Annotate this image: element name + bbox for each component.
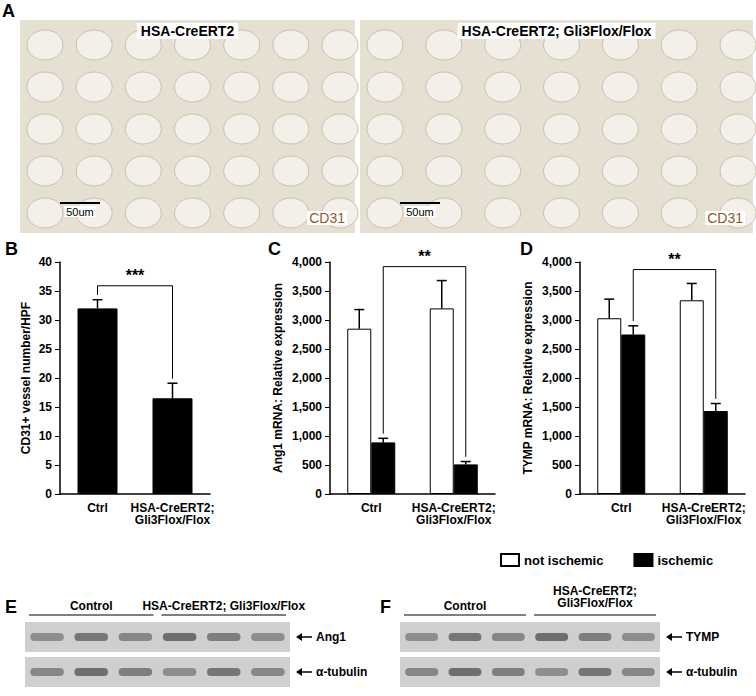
svg-text:B: B [5, 239, 18, 259]
svg-text:Ctrl: Ctrl [87, 501, 108, 515]
svg-text:Control: Control [70, 599, 113, 613]
svg-text:TYMP mRNA: Relative expression: TYMP mRNA: Relative expression [521, 281, 535, 474]
svg-text:15: 15 [39, 400, 53, 414]
svg-text:CD31: CD31 [309, 210, 345, 226]
svg-text:HSA-CreERT2; Gli3Flox/Flox: HSA-CreERT2; Gli3Flox/Flox [142, 599, 305, 613]
svg-text:5: 5 [45, 458, 52, 472]
svg-text:CD31+ vessel number/HPF: CD31+ vessel number/HPF [19, 302, 33, 454]
svg-text:Gli3Flox/Flox: Gli3Flox/Flox [557, 596, 633, 610]
svg-text:2,000: 2,000 [542, 371, 572, 385]
svg-text:1,000: 1,000 [542, 429, 572, 443]
svg-text:500: 500 [302, 458, 322, 472]
svg-text:20: 20 [39, 371, 53, 385]
svg-text:30: 30 [39, 313, 53, 327]
svg-text:1,000: 1,000 [292, 429, 322, 443]
svg-text:35: 35 [39, 284, 53, 298]
svg-text:***: *** [126, 267, 145, 284]
svg-text:500: 500 [552, 458, 572, 472]
svg-text:10: 10 [39, 429, 53, 443]
svg-text:α-tubulin: α-tubulin [686, 665, 737, 679]
svg-text:Gli3Flox/Flox: Gli3Flox/Flox [666, 513, 742, 527]
svg-text:Ang1: Ang1 [316, 630, 346, 644]
svg-text:**: ** [418, 248, 431, 265]
svg-text:CD31: CD31 [707, 210, 743, 226]
svg-text:HSA-CreERT2;: HSA-CreERT2; [553, 584, 637, 598]
svg-text:0: 0 [565, 487, 572, 501]
svg-text:**: ** [668, 251, 681, 268]
svg-text:Ang1 mRNA: Relative expression: Ang1 mRNA: Relative expression [271, 283, 285, 473]
svg-text:HSA-CreERT2: HSA-CreERT2 [141, 23, 235, 39]
svg-text:not ischemic: not ischemic [524, 553, 603, 568]
svg-text:D: D [520, 239, 533, 259]
svg-text:α-tubulin: α-tubulin [316, 665, 367, 679]
svg-text:0: 0 [315, 487, 322, 501]
svg-text:Control: Control [444, 599, 487, 613]
svg-text:HSA-CreERT2;: HSA-CreERT2; [411, 501, 496, 515]
svg-text:TYMP: TYMP [686, 630, 719, 644]
svg-text:A: A [2, 1, 15, 21]
svg-text:E: E [5, 597, 17, 617]
svg-text:Ctrl: Ctrl [611, 501, 632, 515]
svg-text:HSA-CreERT2; Gli3Flox/Flox: HSA-CreERT2; Gli3Flox/Flox [462, 23, 652, 39]
svg-text:Gli3Flox/Flox: Gli3Flox/Flox [135, 513, 211, 527]
svg-text:1,500: 1,500 [542, 400, 572, 414]
svg-text:3,000: 3,000 [542, 313, 572, 327]
svg-text:1,500: 1,500 [292, 400, 322, 414]
svg-text:50um: 50um [406, 206, 434, 218]
svg-text:50um: 50um [66, 206, 94, 218]
svg-text:C: C [268, 239, 281, 259]
svg-text:2,500: 2,500 [292, 342, 322, 356]
svg-text:2,000: 2,000 [292, 371, 322, 385]
svg-text:4,000: 4,000 [542, 255, 572, 269]
svg-text:F: F [380, 597, 391, 617]
svg-text:0: 0 [45, 487, 52, 501]
svg-text:3,000: 3,000 [292, 313, 322, 327]
svg-text:Gli3Flox/Flox: Gli3Flox/Flox [416, 513, 492, 527]
svg-text:2,500: 2,500 [542, 342, 572, 356]
svg-text:4,000: 4,000 [292, 255, 322, 269]
svg-text:3,500: 3,500 [542, 284, 572, 298]
svg-text:Ctrl: Ctrl [361, 501, 382, 515]
svg-text:HSA-CreERT2;: HSA-CreERT2; [661, 501, 746, 515]
svg-text:ischemic: ischemic [657, 553, 713, 568]
svg-text:40: 40 [39, 255, 53, 269]
svg-text:25: 25 [39, 342, 53, 356]
svg-text:3,500: 3,500 [292, 284, 322, 298]
svg-text:HSA-CreERT2;: HSA-CreERT2; [130, 501, 215, 515]
